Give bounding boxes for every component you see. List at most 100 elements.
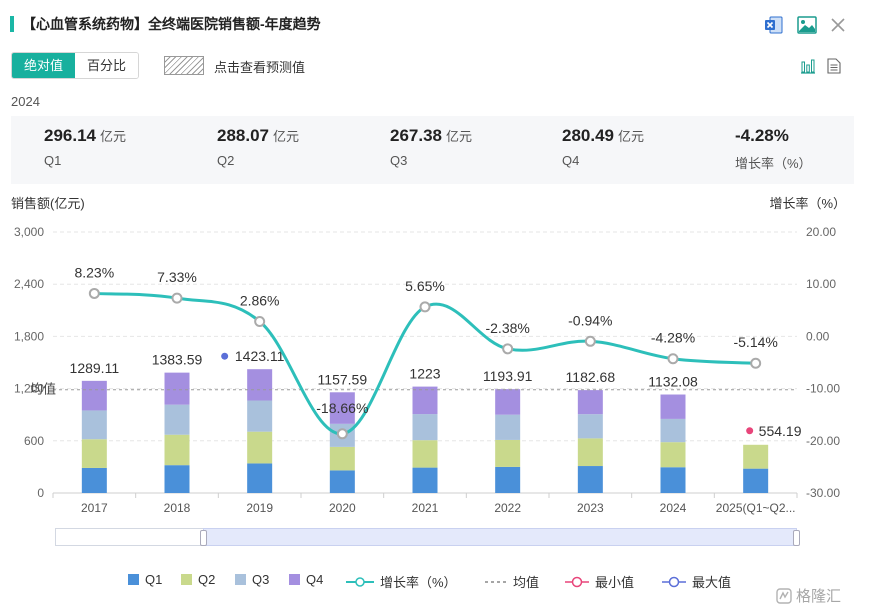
legend-label: 最小值 [595, 575, 635, 590]
summary-unit: 亿元 [273, 129, 300, 144]
y-axis-title: 销售额(亿元) [11, 196, 85, 211]
bar-segment-q1 [743, 468, 769, 493]
summary-label: 增长率（%） [735, 156, 812, 171]
range-slider-selection[interactable] [203, 528, 797, 546]
summary-unit: 亿元 [446, 129, 473, 144]
summary-value: 280.49 [562, 126, 614, 145]
tab-absolute[interactable]: 绝对值 [12, 53, 76, 78]
y2-tick-label: -10.00 [806, 382, 840, 396]
chart-legend: Q1 Q2 Q3 Q4 增长率（%） 均值 最小值 最大值 [0, 572, 874, 590]
y-tick-label: 1,800 [14, 329, 44, 343]
value-mode-toggle: 绝对值 百分比 [11, 52, 140, 79]
legend-label: Q4 [306, 572, 324, 587]
legend-item-q4[interactable]: Q4 [289, 572, 323, 587]
summary-panel: 296.14 亿元 Q1 288.07 亿元 Q2 267.38 亿元 Q3 280.… [11, 116, 854, 184]
excel-export-icon[interactable] [763, 14, 785, 36]
x-tick-label: 2024 [660, 501, 687, 515]
growth-point [584, 335, 596, 347]
legend-item-growth[interactable]: 增长率（%） [346, 572, 457, 591]
bar-segment-q1 [495, 466, 521, 493]
bar-segment-q1 [412, 467, 438, 493]
bar-segment-q2 [577, 438, 603, 467]
legend-ring-swatch [662, 576, 686, 587]
bar-segment-q2 [81, 439, 107, 468]
growth-point [336, 428, 348, 440]
bar-total-label: 1423.11 [235, 348, 285, 364]
x-tick-label: 2023 [577, 501, 604, 515]
y-tick-label: 2,400 [14, 277, 44, 291]
x-tick-label: 2017 [81, 501, 108, 515]
x-tick-label: 2018 [164, 501, 191, 515]
bar-segment-q2 [329, 446, 355, 471]
forecast-toggle-label[interactable]: 点击查看预测值 [214, 60, 306, 75]
bar-segment-q4 [164, 372, 190, 405]
x-tick-label: 2021 [412, 501, 439, 515]
bar-total-label: 1132.08 [648, 374, 698, 390]
legend-label: Q3 [252, 572, 270, 587]
bar-segment-q3 [495, 414, 521, 440]
x-tick-label: 2020 [329, 501, 356, 515]
legend-ring-swatch [565, 576, 589, 587]
y2-tick-label: 20.00 [806, 225, 836, 239]
summary-item-q1: 296.14 亿元 Q1 [44, 126, 126, 168]
bar-segment-q4 [329, 392, 355, 424]
forecast-toggle-swatch[interactable] [164, 56, 204, 75]
title-accent-bar [10, 16, 14, 32]
legend-item-q3[interactable]: Q3 [235, 572, 269, 587]
legend-swatch [128, 574, 139, 585]
summary-value: -4.28% [735, 126, 789, 145]
legend-item-q2[interactable]: Q2 [181, 572, 215, 587]
bar-segment-q2 [743, 444, 769, 469]
summary-item-q2: 288.07 亿元 Q2 [217, 126, 299, 168]
x-tick-label: 2019 [246, 501, 273, 515]
growth-label: -4.28% [651, 330, 695, 346]
summary-year: 2024 [11, 94, 40, 109]
growth-label: -18.66% [316, 400, 368, 416]
growth-point [750, 357, 762, 369]
image-export-icon[interactable] [796, 14, 818, 36]
growth-label: 8.23% [74, 264, 114, 280]
legend-item-q1[interactable]: Q1 [128, 572, 162, 587]
bar-segment-q3 [81, 410, 107, 440]
legend-swatch [235, 574, 246, 585]
watermark-logo: 格隆汇 [776, 585, 841, 606]
tab-percent[interactable]: 百分比 [75, 53, 139, 78]
bar-total-label: 1182.68 [566, 369, 616, 385]
bar-segment-q2 [660, 442, 686, 468]
x-tick-label: 2022 [494, 501, 521, 515]
range-slider-handle-right[interactable] [793, 530, 800, 546]
bar-segment-q1 [329, 470, 355, 493]
summary-unit: 亿元 [618, 129, 645, 144]
legend-swatch [181, 574, 192, 585]
growth-label: -2.38% [485, 320, 529, 336]
close-icon[interactable] [827, 14, 849, 36]
y-tick-label: 3,000 [14, 225, 44, 239]
y-tick-label: 0 [37, 486, 44, 500]
bar-segment-q4 [81, 380, 107, 411]
summary-value: 267.38 [390, 126, 442, 145]
growth-label: 5.65% [405, 278, 445, 294]
legend-label: Q1 [145, 572, 163, 587]
legend-label: 均值 [513, 575, 540, 590]
bar-chart-view-icon[interactable] [797, 55, 819, 77]
growth-point [502, 343, 514, 355]
growth-point [419, 301, 431, 313]
growth-label: -0.94% [568, 312, 612, 328]
legend-item-average[interactable]: 均值 [485, 572, 539, 591]
max-marker [221, 352, 229, 360]
y2-axis-title: 增长率（%） [769, 196, 846, 211]
bar-segment-q2 [495, 439, 521, 467]
table-view-icon[interactable] [823, 55, 845, 77]
legend-item-max[interactable]: 最大值 [662, 572, 731, 591]
growth-label: 2.86% [240, 292, 280, 308]
y2-tick-label: -30.00 [806, 486, 840, 500]
growth-point [171, 292, 183, 304]
legend-label: 增长率（%） [380, 575, 457, 590]
summary-item-q3: 267.38 亿元 Q3 [390, 126, 472, 168]
summary-label: Q4 [562, 153, 580, 168]
bar-total-label: 1193.91 [483, 368, 533, 384]
range-slider-handle-left[interactable] [200, 530, 207, 546]
summary-label: Q1 [44, 153, 62, 168]
bar-total-label: 554.19 [759, 423, 802, 439]
legend-item-min[interactable]: 最小值 [565, 572, 634, 591]
